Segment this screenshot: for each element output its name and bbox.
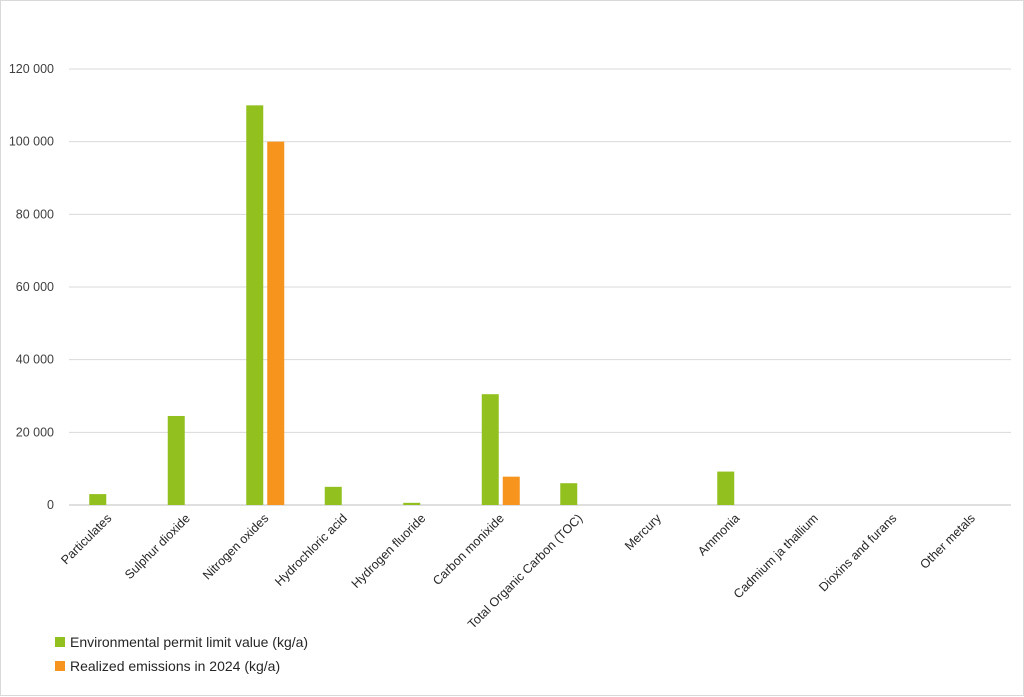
y-tick-label: 0 <box>47 498 54 512</box>
y-tick-label: 20 000 <box>16 425 54 439</box>
legend-label-realized-emissions: Realized emissions in 2024 (kg/a) <box>70 658 281 674</box>
bar-permit-limit <box>324 486 342 505</box>
legend-swatch-realized-emissions <box>55 661 65 671</box>
x-category-label: Particulates <box>58 511 114 567</box>
y-tick-label: 60 000 <box>16 280 54 294</box>
legend-swatch-permit-limit <box>55 637 65 647</box>
x-category-label: Dioxins and furans <box>816 511 899 594</box>
legend-item-realized-emissions: Realized emissions in 2024 (kg/a) <box>55 654 308 678</box>
bar-permit-limit <box>717 471 735 505</box>
legend-item-permit-limit: Environmental permit limit value (kg/a) <box>55 630 308 654</box>
y-tick-label: 80 000 <box>16 207 54 221</box>
x-category-label: Mercury <box>622 511 664 553</box>
x-category-label: Hydrogen fluoride <box>349 511 429 591</box>
y-tick-label: 100 000 <box>9 135 54 149</box>
x-category-label: Other metals <box>917 511 978 572</box>
y-tick-label: 120 000 <box>9 62 54 76</box>
legend: Environmental permit limit value (kg/a) … <box>55 630 308 678</box>
y-tick-label: 40 000 <box>16 353 54 367</box>
bar-permit-limit <box>246 105 264 505</box>
x-category-label: Ammonia <box>695 511 742 558</box>
legend-label-permit-limit: Environmental permit limit value (kg/a) <box>70 634 309 650</box>
x-category-label: Carbon monixide <box>430 511 507 588</box>
x-category-label: Cadmium ja thallium <box>731 511 821 601</box>
x-category-label: Nitrogen oxides <box>200 511 271 582</box>
bar-permit-limit <box>560 483 578 505</box>
bar-permit-limit <box>167 415 185 505</box>
x-category-label: Hydrochloric acid <box>272 511 350 589</box>
x-category-label: Sulphur dioxide <box>122 511 193 582</box>
bar-permit-limit <box>89 494 107 505</box>
bar-permit-limit <box>403 502 421 505</box>
bar-realized-emissions <box>267 141 285 505</box>
bar-realized-emissions <box>502 476 520 505</box>
bar-permit-limit <box>481 394 499 505</box>
